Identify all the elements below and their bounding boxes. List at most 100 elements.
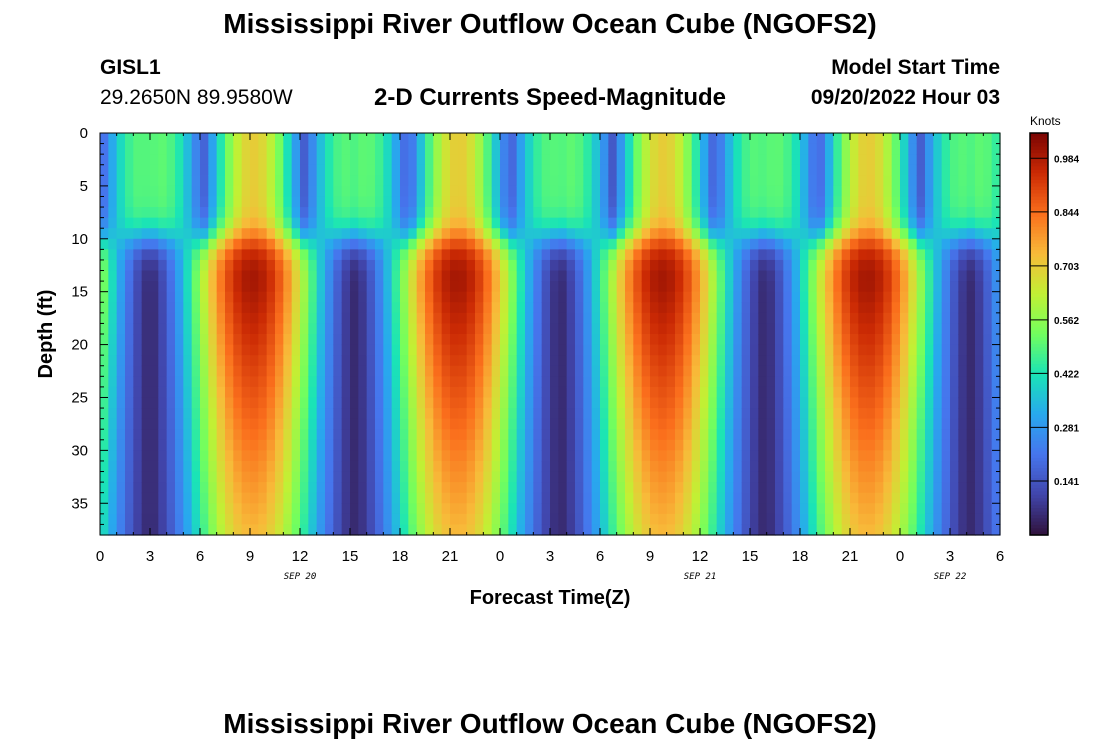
heatmap-cell xyxy=(608,154,618,166)
heatmap-cell xyxy=(750,460,759,473)
heatmap-cell xyxy=(300,408,309,420)
heatmap-cell xyxy=(183,460,193,473)
heatmap-cell xyxy=(725,323,734,335)
heatmap-cell xyxy=(533,238,543,250)
heatmap-cell xyxy=(933,323,943,335)
heatmap-cell xyxy=(783,238,793,250)
heatmap-cell xyxy=(616,334,626,346)
heatmap-cell xyxy=(933,450,943,462)
heatmap-cell xyxy=(816,524,826,536)
heatmap-cell xyxy=(325,471,334,483)
heatmap-cell xyxy=(366,429,376,441)
heatmap-cell xyxy=(691,524,701,536)
heatmap-cell xyxy=(375,513,384,526)
heatmap-cell xyxy=(333,249,343,261)
heatmap-cell xyxy=(533,302,543,314)
heatmap-cell xyxy=(825,450,834,462)
heatmap-cell xyxy=(983,524,993,536)
heatmap-cell xyxy=(991,482,1001,494)
heatmap-cell xyxy=(758,471,768,483)
heatmap-cell xyxy=(533,365,543,377)
heatmap-cell xyxy=(250,196,259,208)
heatmap-cell xyxy=(983,334,993,346)
heatmap-cell xyxy=(508,270,518,282)
heatmap-cell xyxy=(616,270,626,282)
heatmap-cell xyxy=(658,228,668,240)
heatmap-cell xyxy=(100,492,109,504)
heatmap-cell xyxy=(883,482,893,494)
heatmap-cell xyxy=(541,238,551,250)
heatmap-cell xyxy=(633,196,643,208)
heatmap-cell xyxy=(608,175,618,187)
heatmap-cell xyxy=(641,439,651,451)
heatmap-cell xyxy=(191,492,201,504)
heatmap-cell xyxy=(450,334,459,346)
heatmap-cell xyxy=(716,312,726,325)
heatmap-cell xyxy=(416,133,426,145)
heatmap-cell xyxy=(491,524,501,536)
heatmap-cell xyxy=(458,334,468,346)
heatmap-cell xyxy=(200,175,209,187)
heatmap-cell xyxy=(450,175,459,187)
heatmap-cell xyxy=(500,524,509,536)
heatmap-cell xyxy=(258,513,268,526)
heatmap-cell xyxy=(391,217,401,229)
heatmap-cell xyxy=(750,386,759,399)
heatmap-cell xyxy=(808,164,818,176)
heatmap-cell xyxy=(208,355,218,367)
heatmap-cell xyxy=(308,418,318,430)
heatmap-cell xyxy=(116,259,126,272)
heatmap-cell xyxy=(983,238,993,250)
heatmap-cell xyxy=(775,492,784,504)
heatmap-cell xyxy=(441,344,451,356)
heatmap-cell xyxy=(841,217,851,229)
heatmap-cell xyxy=(166,281,176,293)
heatmap-cell xyxy=(275,418,284,430)
heatmap-cell xyxy=(991,143,1001,155)
heatmap-cell xyxy=(500,228,509,240)
heatmap-cell xyxy=(775,164,784,176)
heatmap-cell xyxy=(825,228,834,240)
heatmap-cell xyxy=(641,376,651,388)
heatmap-cell xyxy=(808,482,818,494)
heatmap-cell xyxy=(975,238,984,250)
heatmap-cell xyxy=(616,376,626,388)
heatmap-cell xyxy=(716,429,726,441)
heatmap-cell xyxy=(500,460,509,473)
heatmap-cell xyxy=(800,513,809,526)
heatmap-cell xyxy=(100,281,109,293)
heatmap-cell xyxy=(200,291,209,303)
heatmap-cell xyxy=(858,429,868,441)
heatmap-cell xyxy=(941,249,951,261)
heatmap-cell xyxy=(900,281,909,293)
heatmap-cell xyxy=(741,259,751,272)
heatmap-cell xyxy=(933,217,943,229)
heatmap-cell xyxy=(808,450,818,462)
heatmap-cell xyxy=(466,418,476,430)
heatmap-cell xyxy=(108,471,118,483)
heatmap-cell xyxy=(608,524,618,536)
x-tick-label: 12 xyxy=(692,548,709,565)
heatmap-cell xyxy=(966,207,976,219)
heatmap-cell xyxy=(241,164,251,176)
heatmap-cell xyxy=(975,323,984,335)
heatmap-cell xyxy=(216,482,226,494)
heatmap-cell xyxy=(908,513,918,526)
heatmap-cell xyxy=(875,238,884,250)
colorbar-segment xyxy=(1030,267,1048,271)
heatmap-cell xyxy=(783,143,793,155)
heatmap-cell xyxy=(191,164,201,176)
heatmap-cell xyxy=(291,397,301,409)
heatmap-cell xyxy=(433,471,443,483)
heatmap-cell xyxy=(666,355,676,367)
heatmap-cell xyxy=(933,281,943,293)
heatmap-cell xyxy=(483,217,493,229)
heatmap-cell xyxy=(841,513,851,526)
heatmap-cell xyxy=(516,344,526,356)
heatmap-cell xyxy=(550,323,559,335)
colorbar-segment xyxy=(1030,260,1048,265)
heatmap-cell xyxy=(608,291,618,303)
heatmap-cell xyxy=(966,217,976,229)
heatmap-cell xyxy=(441,312,451,325)
heatmap-cell xyxy=(341,460,351,473)
